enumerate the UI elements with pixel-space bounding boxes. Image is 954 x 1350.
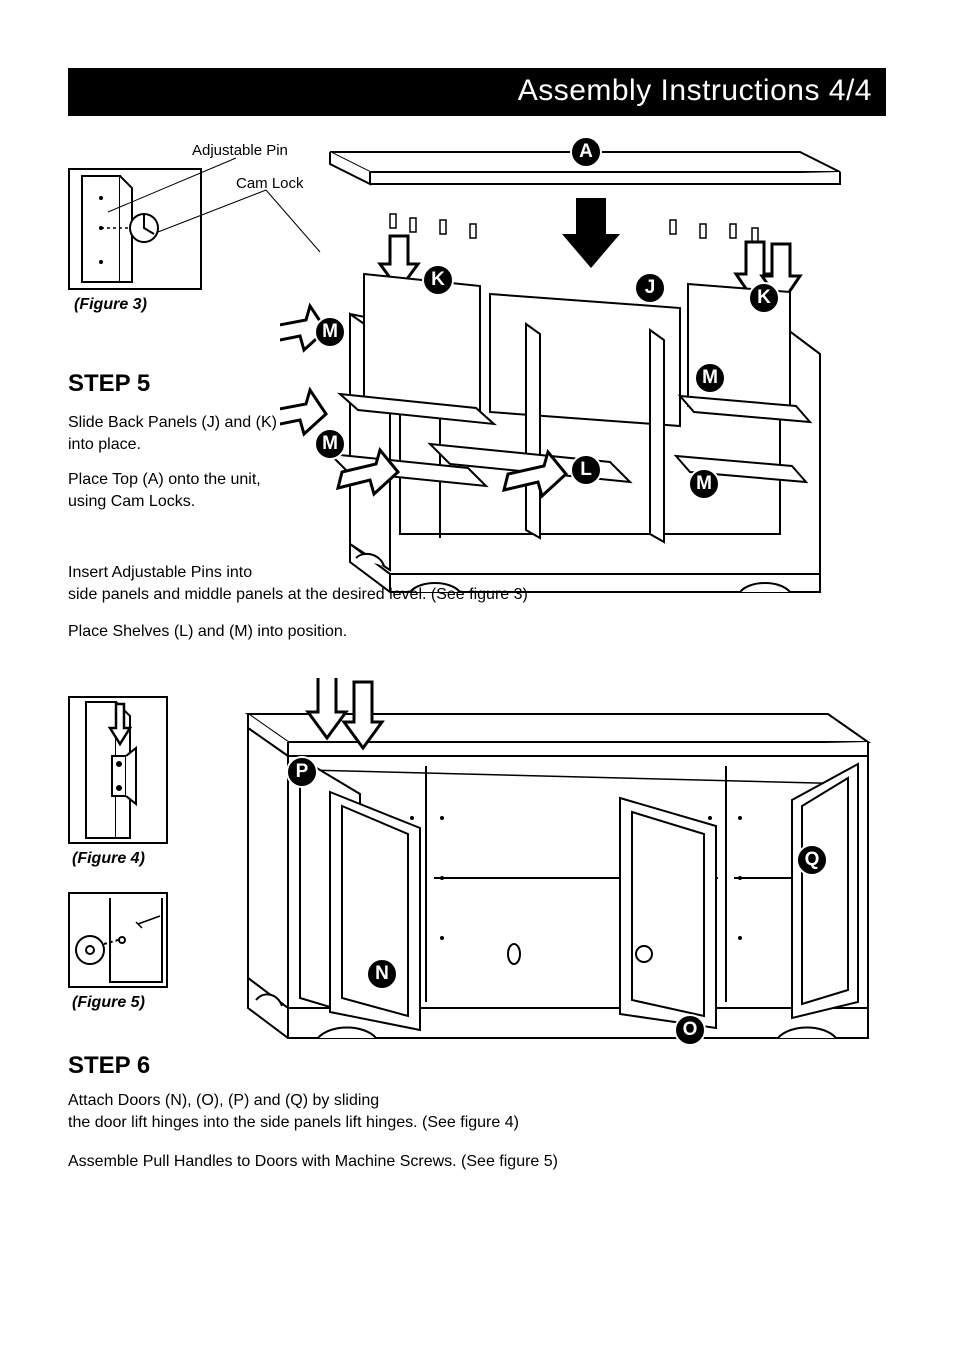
callout-p: P — [286, 756, 318, 788]
header-title: Assembly Instructions 4/4 — [518, 74, 872, 107]
step-5-title: STEP 5 — [68, 370, 278, 398]
callout-m1: M — [314, 316, 346, 348]
adjustable-pin-label: Adjustable Pin — [192, 142, 288, 159]
step-6-p1b: the door lift hinges into the side panel… — [68, 1112, 828, 1134]
callout-o: O — [674, 1014, 706, 1046]
figure-5-box — [68, 892, 168, 988]
callout-q: Q — [796, 844, 828, 876]
figure-3: (Figure 3) — [68, 168, 202, 314]
step-6-section: (Figure 4) (Figure 5) — [68, 690, 888, 1250]
step-5-lower-text: Insert Adjustable Pins into side panels … — [68, 562, 828, 643]
step-6-diagram: P N O Q — [188, 678, 888, 1078]
figure-4-box — [68, 696, 168, 844]
step-5-p2: Place Top (A) onto the unit, using Cam L… — [68, 469, 278, 512]
figure-5-caption: (Figure 5) — [72, 994, 145, 1012]
step-6-p2: Assemble Pull Handles to Doors with Mach… — [68, 1151, 828, 1173]
step-6-text: Attach Doors (N), (O), (P) and (Q) by sl… — [68, 1090, 828, 1173]
callout-k-left: K — [422, 264, 454, 296]
callout-m2: M — [314, 428, 346, 460]
callout-j: J — [634, 272, 666, 304]
callout-m3: M — [694, 362, 726, 394]
figure-3-caption: (Figure 3) — [74, 296, 202, 314]
callout-m4: M — [688, 468, 720, 500]
step-5-p3b: side panels and middle panels at the des… — [68, 584, 828, 606]
step-5-diagram: A K J K M M M M L — [280, 124, 860, 604]
callout-a: A — [570, 136, 602, 168]
step-6-p1a: Attach Doors (N), (O), (P) and (Q) by sl… — [68, 1090, 828, 1112]
callout-l: L — [570, 454, 602, 486]
callout-k-right: K — [748, 282, 780, 314]
figure-3-box — [68, 168, 202, 290]
step-5-block: STEP 5 Slide Back Panels (J) and (K) int… — [68, 352, 278, 512]
step-5-p3a: Insert Adjustable Pins into — [68, 562, 828, 584]
header-bar: Assembly Instructions 4/4 — [68, 68, 886, 116]
figure-4-caption: (Figure 4) — [72, 850, 145, 868]
page: Assembly Instructions 4/4 Adjustable Pin… — [0, 0, 954, 184]
step-5-p1: Slide Back Panels (J) and (K) into place… — [68, 412, 278, 455]
figure-3-svg — [70, 170, 200, 288]
step-5-p4: Place Shelves (L) and (M) into position. — [68, 621, 828, 643]
callout-n: N — [366, 958, 398, 990]
step-6-title: STEP 6 — [68, 1052, 150, 1080]
